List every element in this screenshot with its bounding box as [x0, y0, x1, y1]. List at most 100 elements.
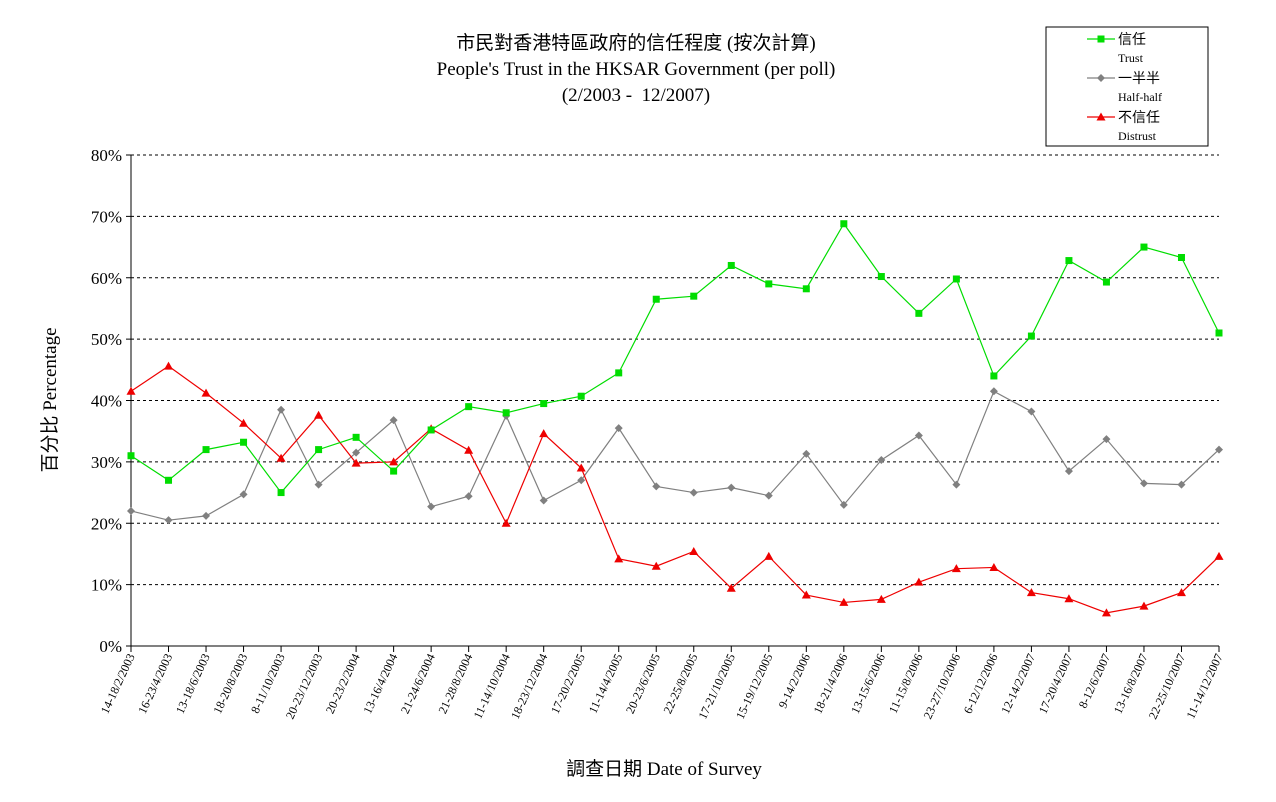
x-tick-label: 15-19/12/2005 [733, 651, 776, 721]
legend-label: 信任 [1118, 32, 1146, 48]
data-point [652, 482, 661, 491]
data-point [914, 577, 924, 586]
series-half-half [127, 387, 1223, 525]
data-point [802, 285, 810, 293]
series-distrust [126, 361, 1224, 617]
x-tick-label: 11-14/12/2007 [1183, 651, 1225, 721]
data-point [315, 446, 323, 454]
series-trust [127, 220, 1223, 497]
data-point [202, 511, 211, 520]
data-point [727, 261, 735, 269]
legend-label-en: Half-half [1118, 90, 1162, 104]
data-point [427, 502, 436, 511]
x-tick-label: 16-23/4/2003 [135, 651, 175, 716]
data-point [989, 387, 998, 396]
y-tick-label: 80% [91, 146, 122, 165]
data-point [764, 491, 773, 500]
data-point [164, 361, 174, 370]
data-point [577, 392, 585, 400]
x-tick-label: 13-18/6/2003 [173, 651, 213, 716]
data-point [914, 431, 923, 440]
data-point [951, 564, 961, 573]
x-tick-label: 21-28/8/2004 [435, 651, 475, 716]
data-point [351, 458, 361, 467]
data-point [1140, 243, 1148, 251]
x-tick-label: 13-15/6/2006 [848, 651, 888, 716]
y-tick-label: 70% [91, 207, 122, 226]
data-point [690, 292, 698, 300]
data-point [502, 409, 510, 417]
series-layer [126, 220, 1224, 617]
data-point [765, 280, 773, 288]
legend-entry: 不信任 Distrust [1087, 110, 1160, 143]
data-point [1064, 594, 1074, 603]
x-tick-label: 9-14/2/2006 [776, 651, 813, 710]
data-point [1027, 407, 1036, 416]
x-tick-label: 12-14/2/2007 [998, 651, 1038, 716]
data-point [615, 369, 623, 377]
data-point [840, 220, 848, 228]
data-point [465, 403, 473, 411]
legend-label: 不信任 [1118, 110, 1160, 126]
x-axis-title: 調查日期 Date of Survey [566, 758, 762, 780]
data-point [801, 590, 811, 599]
data-point [764, 551, 774, 560]
y-tick-label: 20% [91, 514, 122, 533]
data-point [839, 500, 848, 509]
x-tick-label: 8-11/10/2003 [248, 651, 288, 715]
data-point [1214, 551, 1224, 560]
gridlines [131, 154, 1219, 586]
x-tick-label: 20-23/2/2004 [323, 651, 363, 716]
data-point [1176, 588, 1186, 597]
data-point [1177, 480, 1186, 489]
data-point [501, 518, 511, 527]
data-point [877, 273, 885, 281]
x-tick-label: 6-12/12/2006 [961, 651, 1001, 716]
x-tick-label: 11-15/8/2006 [886, 651, 926, 715]
data-point [276, 453, 286, 462]
data-point [689, 546, 699, 555]
data-point [1097, 35, 1105, 43]
y-tick-label: 30% [91, 453, 122, 472]
data-point [990, 372, 998, 380]
data-point [1215, 329, 1223, 337]
legend: 信任 Trust 一半半 Half-half 不信任 Distrust [1045, 26, 1209, 147]
data-point [126, 386, 136, 395]
data-point [802, 449, 811, 458]
data-point [1102, 278, 1110, 286]
x-tick-label: 13-16/8/2007 [1111, 651, 1151, 716]
data-point [1064, 467, 1073, 476]
data-point [1096, 112, 1106, 121]
legend-entry: 信任 Trust [1087, 32, 1146, 65]
data-point [202, 446, 210, 454]
legend-label: 一半半 [1118, 71, 1160, 87]
y-axis-title: 百分比 Percentage [39, 327, 61, 472]
x-tick-label: 17-20/4/2007 [1036, 651, 1076, 716]
data-point [1027, 332, 1035, 340]
data-point [1097, 74, 1105, 82]
data-point [165, 476, 173, 484]
data-point [1065, 257, 1073, 265]
data-point [201, 388, 211, 397]
data-point [314, 480, 323, 489]
data-point [952, 480, 961, 489]
data-point [314, 410, 324, 419]
data-point [464, 445, 474, 454]
data-point [464, 492, 473, 501]
y-tick-label: 60% [91, 269, 122, 288]
data-point [352, 448, 361, 457]
data-point [726, 583, 736, 592]
data-point [915, 309, 923, 317]
x-tick-label: 18-21/4/2006 [811, 651, 851, 716]
y-tick-label: 40% [91, 392, 122, 411]
x-tick-label: 22-25/8/2005 [660, 651, 700, 716]
x-axis-ticks: 14-18/2/200316-23/4/200313-18/6/200318-2… [98, 646, 1226, 721]
data-point [1215, 445, 1223, 454]
data-point [539, 429, 549, 438]
data-point [240, 438, 248, 446]
data-point [1139, 601, 1149, 610]
data-point [390, 467, 398, 475]
series-line [130, 222, 1220, 494]
series-line [130, 390, 1220, 521]
